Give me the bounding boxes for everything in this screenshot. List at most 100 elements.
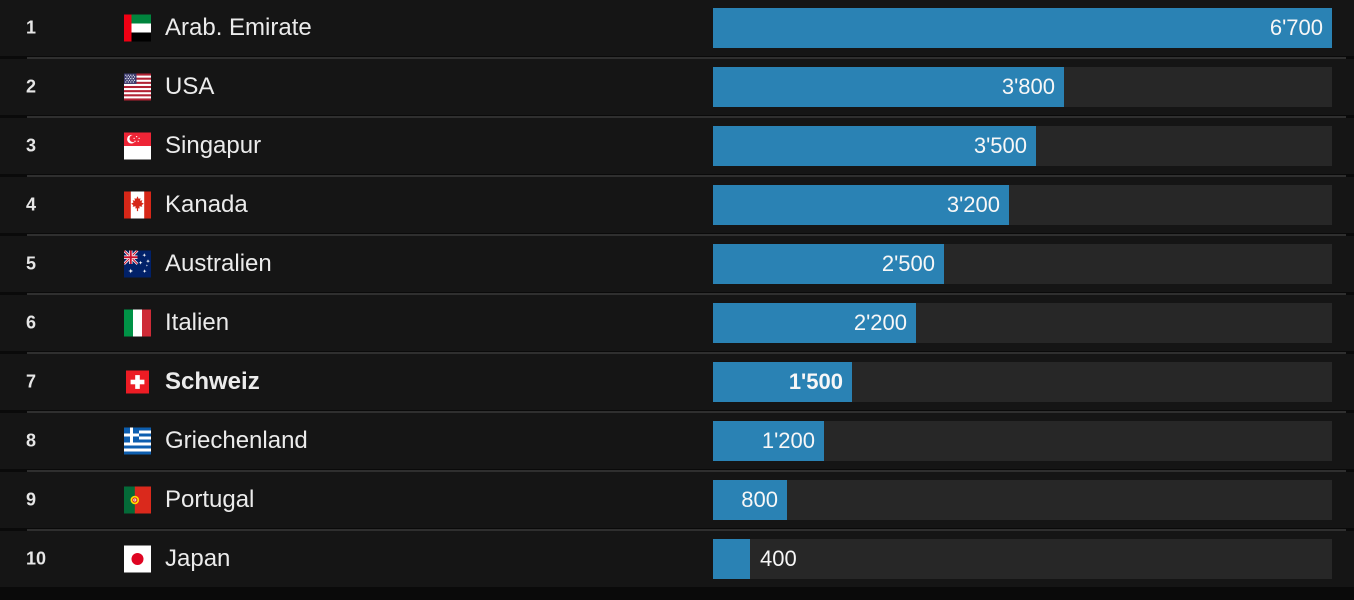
- country-label: Portugal: [165, 486, 255, 513]
- row-separator: [0, 115, 1354, 118]
- country-label: Singapur: [165, 132, 262, 159]
- row-separator: [0, 56, 1354, 59]
- chart-row-block: 3 Singapur 3'500: [0, 118, 1354, 177]
- chart-row: 3 Singapur 3'500: [0, 118, 1354, 174]
- bar-track: 3'800: [713, 67, 1332, 107]
- country-label: Schweiz: [165, 368, 260, 395]
- bar-track: 3'200: [713, 185, 1332, 225]
- row-separator: [0, 351, 1354, 354]
- chart-row-block: 5 Australien 2'500: [0, 236, 1354, 295]
- value-bar: [713, 244, 944, 284]
- rank-label: 5: [26, 253, 37, 274]
- value-label: 6'700: [1269, 15, 1323, 40]
- country-label: Australien: [165, 250, 272, 277]
- value-bar: [713, 539, 750, 579]
- value-label: 3'500: [973, 133, 1027, 158]
- flag-icon-gr: [124, 427, 151, 455]
- value-label: 2'200: [853, 310, 907, 335]
- chart-row-block: 6 Italien 2'200: [0, 295, 1354, 354]
- value-bar: [713, 185, 1009, 225]
- value-label: 2'500: [881, 251, 935, 276]
- chart-row: 1 Arab. Emirate 6'700: [0, 0, 1354, 56]
- rank-label: 2: [26, 76, 37, 97]
- chart-row-block: 9 Portugal 800: [0, 472, 1354, 531]
- value-bar: [713, 480, 787, 520]
- bar-track: 3'500: [713, 126, 1332, 166]
- chart-row: 7 Schweiz 1'500: [0, 354, 1354, 410]
- value-label: 1'500: [788, 369, 843, 394]
- separator-line: [27, 529, 1346, 531]
- separator-line: [27, 57, 1346, 59]
- row-separator: [0, 233, 1354, 236]
- chart-row-block: 4 Kanada 3'200: [0, 177, 1354, 236]
- chart-row: 8 Griechenland 1'200: [0, 413, 1354, 469]
- value-label: 400: [760, 546, 797, 571]
- row-separator: [0, 174, 1354, 177]
- rank-label: 3: [26, 135, 37, 156]
- flag-icon-au: [124, 250, 151, 278]
- row-separator: [0, 410, 1354, 413]
- rank-label: 7: [26, 371, 37, 392]
- country-label: Italien: [165, 309, 230, 336]
- chart-row-block: 10 Japan 400: [0, 531, 1354, 590]
- value-label: 1'200: [761, 428, 815, 453]
- rank-label: 4: [26, 194, 37, 215]
- chart-row: 9 Portugal 800: [0, 472, 1354, 528]
- country-label: Kanada: [165, 191, 248, 218]
- row-separator: [0, 587, 1354, 590]
- value-bar: [713, 421, 824, 461]
- value-bar: [713, 362, 852, 402]
- separator-line: [27, 411, 1346, 413]
- rank-label: 8: [26, 430, 37, 451]
- country-label: Griechenland: [165, 427, 308, 454]
- value-label: 3'200: [946, 192, 1000, 217]
- flag-icon-pt: [124, 486, 151, 514]
- value-bar: [713, 303, 916, 343]
- separator-line: [27, 293, 1346, 295]
- flag-icon-ca: [124, 191, 151, 219]
- row-separator: [0, 292, 1354, 295]
- separator-line: [27, 234, 1346, 236]
- bar-track: 800: [713, 480, 1332, 520]
- separator-line: [27, 175, 1346, 177]
- rank-label: 9: [26, 489, 37, 510]
- flag-icon-ch: [124, 369, 151, 396]
- chart-row: 10 Japan 400: [0, 531, 1354, 587]
- value-label: 3'800: [1001, 74, 1055, 99]
- country-label: Japan: [165, 545, 231, 572]
- flag-icon-jp: [124, 545, 151, 573]
- rank-label: 6: [26, 312, 37, 333]
- chart-row: 4 Kanada 3'200: [0, 177, 1354, 233]
- bar-track: 1'500: [713, 362, 1332, 402]
- separator-line: [27, 352, 1346, 354]
- value-label: 800: [741, 487, 778, 512]
- chart-row: 5 Australien 2'500: [0, 236, 1354, 292]
- chart-row-block: 1 Arab. Emirate 6'700: [0, 0, 1354, 59]
- chart-row: 6 Italien 2'200: [0, 295, 1354, 351]
- bar-track: 6'700: [713, 8, 1332, 48]
- bar-track: 2'200: [713, 303, 1332, 343]
- separator-line: [27, 116, 1346, 118]
- flag-icon-it: [124, 309, 151, 337]
- row-separator: [0, 469, 1354, 472]
- country-label: Arab. Emirate: [165, 14, 312, 41]
- rank-label: 10: [26, 548, 47, 569]
- chart-row: 2 USA 3'800: [0, 59, 1354, 115]
- bar-track: 2'500: [713, 244, 1332, 284]
- value-bar: [713, 8, 1332, 48]
- row-separator: [0, 528, 1354, 531]
- value-bar: [713, 67, 1064, 107]
- rank-label: 1: [26, 17, 37, 38]
- chart-row-block: 8 Griechenland 1'200: [0, 413, 1354, 472]
- flag-icon-ae: [124, 14, 151, 42]
- separator-line: [27, 470, 1346, 472]
- flag-icon-sg: [124, 132, 151, 160]
- chart-row-block: 7 Schweiz 1'500: [0, 354, 1354, 413]
- value-bar: [713, 126, 1036, 166]
- flag-icon-us: [124, 73, 151, 101]
- bar-track: 400: [713, 539, 1332, 579]
- chart-row-block: 2 USA 3'800: [0, 59, 1354, 118]
- country-label: USA: [165, 73, 215, 100]
- bar-track: 1'200: [713, 421, 1332, 461]
